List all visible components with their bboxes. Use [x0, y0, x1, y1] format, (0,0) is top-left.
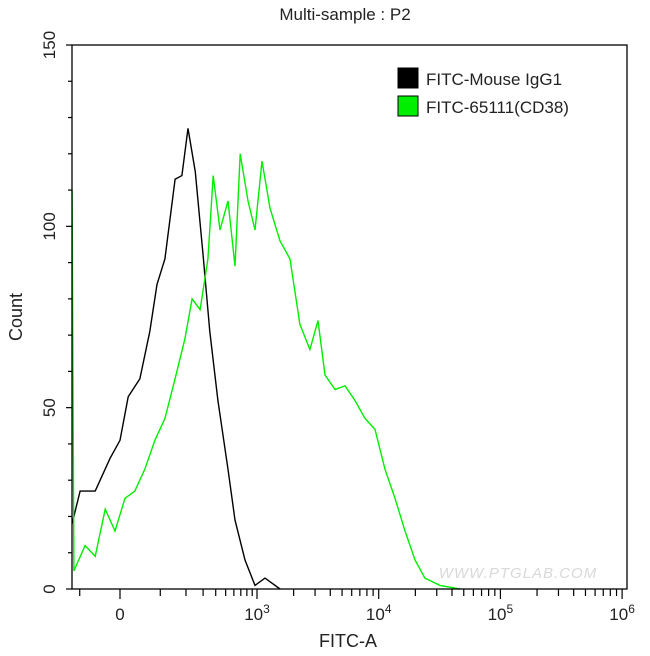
x-tick-label: 0 — [115, 605, 124, 624]
x-tick-label: 105 — [488, 602, 514, 624]
x-tick-label: 103 — [244, 602, 270, 624]
legend-swatch-1 — [397, 95, 419, 117]
chart-title: Multi-sample : P2 — [279, 5, 410, 24]
legend-label-0: FITC-Mouse IgG1 — [426, 70, 562, 89]
watermark: WWW.PTGLAB.COM — [439, 565, 597, 582]
y-axis: 0 50 100 150 — [40, 31, 72, 594]
y-tick-label: 50 — [40, 398, 59, 417]
x-axis: 0 103 104 105 106 — [79, 589, 635, 624]
series-line-1 — [71, 153, 461, 590]
y-tick-label: 100 — [40, 212, 59, 240]
x-tick-label: 106 — [609, 602, 635, 624]
legend-swatch-0 — [397, 67, 419, 89]
series-line-0 — [71, 128, 281, 590]
legend-label-1: FITC-65111(CD38) — [426, 98, 569, 117]
y-tick-label: 150 — [40, 31, 59, 59]
y-axis-label: Count — [6, 293, 26, 341]
plot-frame — [71, 44, 628, 590]
y-tick-label: 0 — [40, 584, 59, 593]
x-tick-label: 104 — [366, 602, 392, 624]
legend: FITC-Mouse IgG1 FITC-65111(CD38) — [397, 67, 569, 117]
x-axis-label: FITC-A — [319, 631, 377, 651]
